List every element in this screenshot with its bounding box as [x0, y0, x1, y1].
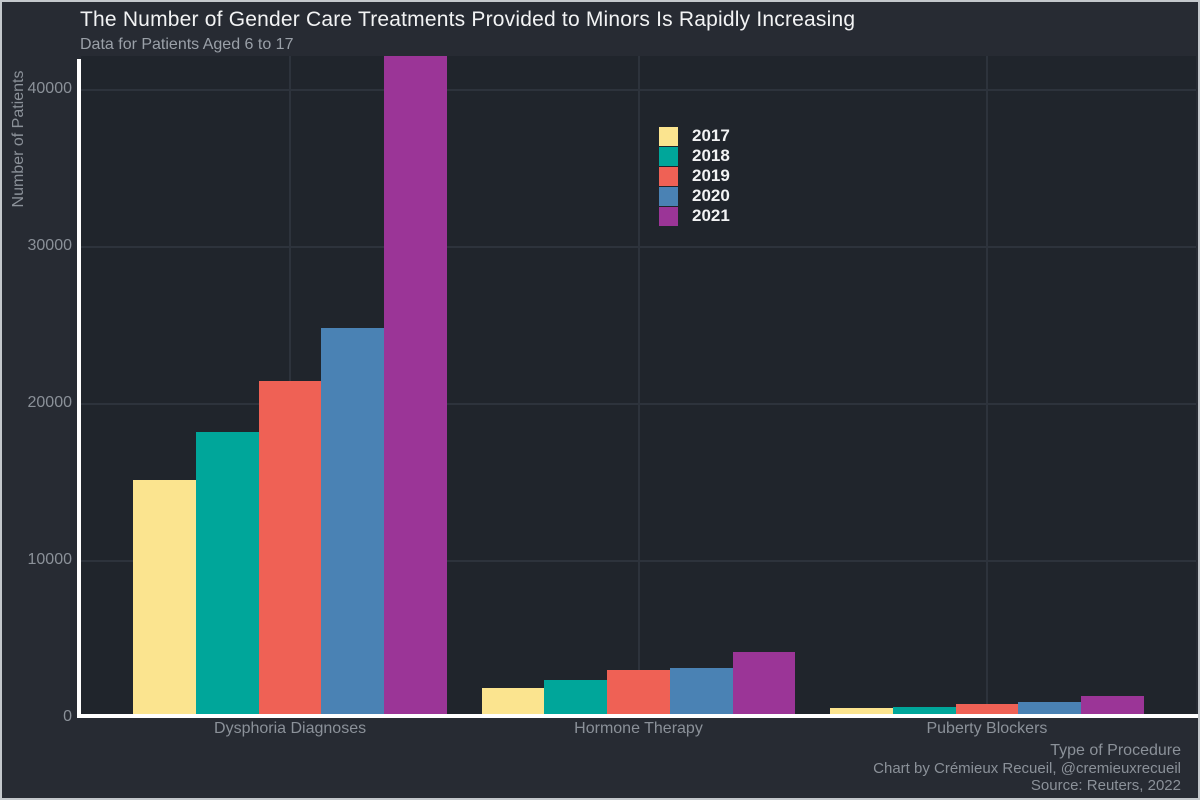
x-axis-title: Type of Procedure	[1050, 742, 1181, 759]
y-axis-line	[77, 59, 81, 718]
legend-label: 2017	[692, 126, 730, 145]
legend-label: 2021	[692, 206, 730, 225]
gridline-vertical	[637, 56, 640, 718]
legend-swatch	[659, 126, 678, 146]
footer: Type of Procedure Chart by Crémieux Recu…	[873, 742, 1181, 794]
legend-swatch	[659, 206, 678, 226]
bar-2017-2	[830, 708, 893, 718]
bar-2021-2	[1081, 696, 1144, 718]
legend-label: 2020	[692, 186, 730, 205]
legend-item: 2019	[659, 166, 730, 186]
legend-swatch	[659, 146, 678, 166]
legend-item: 2017	[659, 126, 730, 146]
legend-item: 2020	[659, 186, 730, 206]
legend-label: 2019	[692, 166, 730, 185]
x-category-label: Hormone Therapy	[574, 720, 703, 737]
bar-2018-2	[892, 706, 956, 718]
chart-subtitle: Data for Patients Aged 6 to 17	[80, 36, 294, 53]
bar-2021-0	[384, 56, 447, 718]
bar-2019-0	[258, 381, 322, 718]
legend-swatch	[659, 186, 678, 206]
legend-label: 2018	[692, 146, 730, 165]
bar-2017-1	[481, 688, 545, 718]
legend: 2017 2018 2019 2020 2021	[659, 126, 730, 226]
chart-title: The Number of Gender Care Treatments Pro…	[80, 8, 856, 31]
legend-item: 2021	[659, 206, 730, 226]
x-axis-line	[77, 714, 1198, 718]
legend-item: 2018	[659, 146, 730, 166]
y-tick-label: 10000	[27, 551, 73, 568]
bar-2020-0	[321, 327, 385, 718]
gridline-vertical	[985, 56, 988, 718]
bar-2017-0	[133, 479, 196, 718]
bar-2018-0	[195, 431, 259, 718]
bar-2018-1	[544, 680, 608, 718]
credit-line: Chart by Crémieux Recueil, @cremieuxrecu…	[873, 760, 1181, 777]
y-tick-label: 30000	[27, 237, 73, 254]
bar-2019-1	[607, 670, 670, 718]
x-category-label: Puberty Blockers	[926, 720, 1048, 737]
plot-area	[81, 56, 1196, 718]
legend-swatch	[659, 166, 678, 186]
bar-2021-1	[732, 651, 796, 718]
bar-2020-1	[669, 668, 733, 718]
x-category-label: Dysphoria Diagnoses	[214, 720, 367, 737]
y-tick-label: 20000	[27, 394, 73, 411]
source-line: Source: Reuters, 2022	[1030, 777, 1181, 794]
y-tick-label: 40000	[27, 80, 73, 98]
y-tick-label: 0	[63, 708, 72, 725]
